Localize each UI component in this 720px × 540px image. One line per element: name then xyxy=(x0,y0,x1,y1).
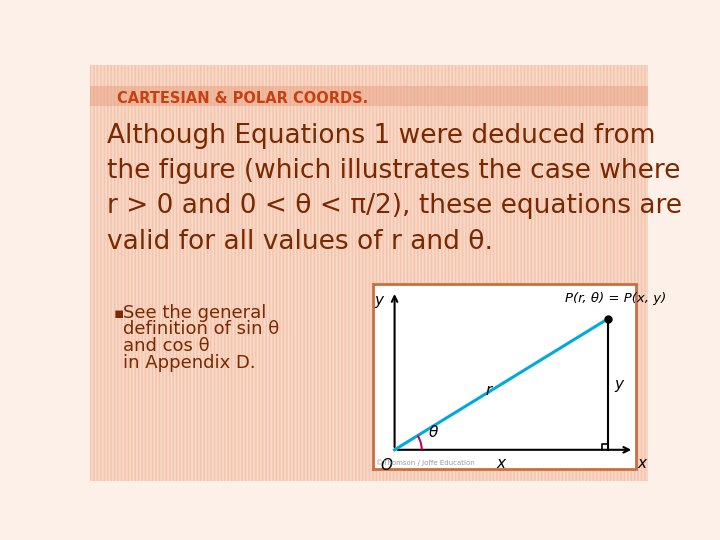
Text: in Appendix D.: in Appendix D. xyxy=(122,354,255,372)
Text: y: y xyxy=(615,377,624,392)
Text: See the general: See the general xyxy=(122,303,266,321)
Text: θ: θ xyxy=(428,426,438,440)
Text: valid for all values of r and θ.: valid for all values of r and θ. xyxy=(107,229,493,255)
Text: the figure (which illustrates the case where: the figure (which illustrates the case w… xyxy=(107,158,680,184)
Bar xyxy=(90,86,648,106)
Text: definition of sin θ: definition of sin θ xyxy=(122,320,279,339)
Text: y: y xyxy=(374,294,384,308)
Bar xyxy=(373,284,636,469)
Text: r: r xyxy=(485,383,492,398)
Text: P(r, θ) = P(x, y): P(r, θ) = P(x, y) xyxy=(565,292,666,305)
Text: O: O xyxy=(381,457,392,472)
Text: ©Thomson / Joffe Education: ©Thomson / Joffe Education xyxy=(376,460,474,466)
Text: CARTESIAN & POLAR COORDS.: CARTESIAN & POLAR COORDS. xyxy=(117,91,369,106)
Text: and cos θ: and cos θ xyxy=(122,338,210,355)
Text: r > 0 and 0 < θ < π/2), these equations are: r > 0 and 0 < θ < π/2), these equations … xyxy=(107,193,682,219)
Text: x: x xyxy=(497,456,505,471)
Text: Although Equations 1 were deduced from: Although Equations 1 were deduced from xyxy=(107,123,655,148)
Text: ▪: ▪ xyxy=(113,306,124,321)
Text: x: x xyxy=(637,456,646,471)
